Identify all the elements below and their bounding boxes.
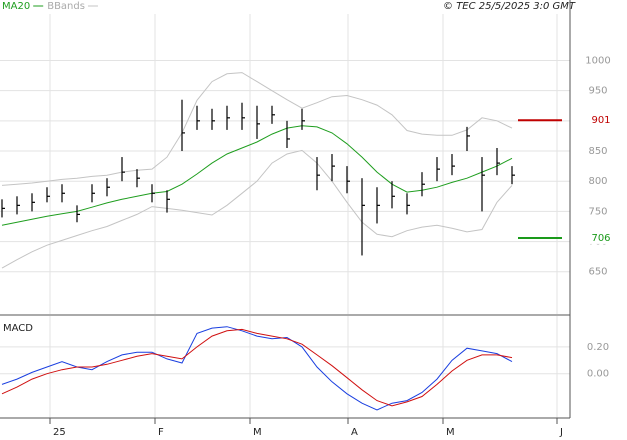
y-tick-label: 650 [588, 267, 607, 278]
macd-line [1, 328, 513, 407]
x-tick-label: A [351, 427, 358, 438]
ma-line [1, 125, 513, 226]
x-tick-label: 25 [53, 427, 66, 438]
bollinger-band [1, 72, 513, 186]
level-label: 901 [591, 115, 610, 126]
x-tick-label: M [253, 427, 262, 438]
legend-label: MA20 [2, 1, 30, 12]
macd-line [1, 326, 513, 411]
level-label-bg [586, 231, 616, 244]
x-tick-label: M [446, 427, 455, 438]
copyright: © TEC 25/5/2025 3:0 GMT [443, 1, 576, 12]
macd-title: MACD [3, 323, 33, 334]
y-tick-label: 750 [588, 206, 607, 217]
level-label: 706 [591, 233, 610, 244]
y-tick-label: 0.20 [587, 342, 609, 353]
bollinger-band [1, 149, 513, 269]
y-tick-label: 800 [588, 176, 607, 187]
y-tick-label: 0.00 [587, 369, 609, 380]
y-tick-label: 950 [588, 86, 607, 97]
x-tick-label: J [559, 427, 563, 438]
legend-label: BBands [47, 1, 85, 12]
x-tick-label: F [158, 427, 164, 438]
level-label-bg [586, 114, 616, 127]
y-tick-label: 1000 [585, 55, 610, 66]
y-tick-label: 850 [588, 146, 607, 157]
